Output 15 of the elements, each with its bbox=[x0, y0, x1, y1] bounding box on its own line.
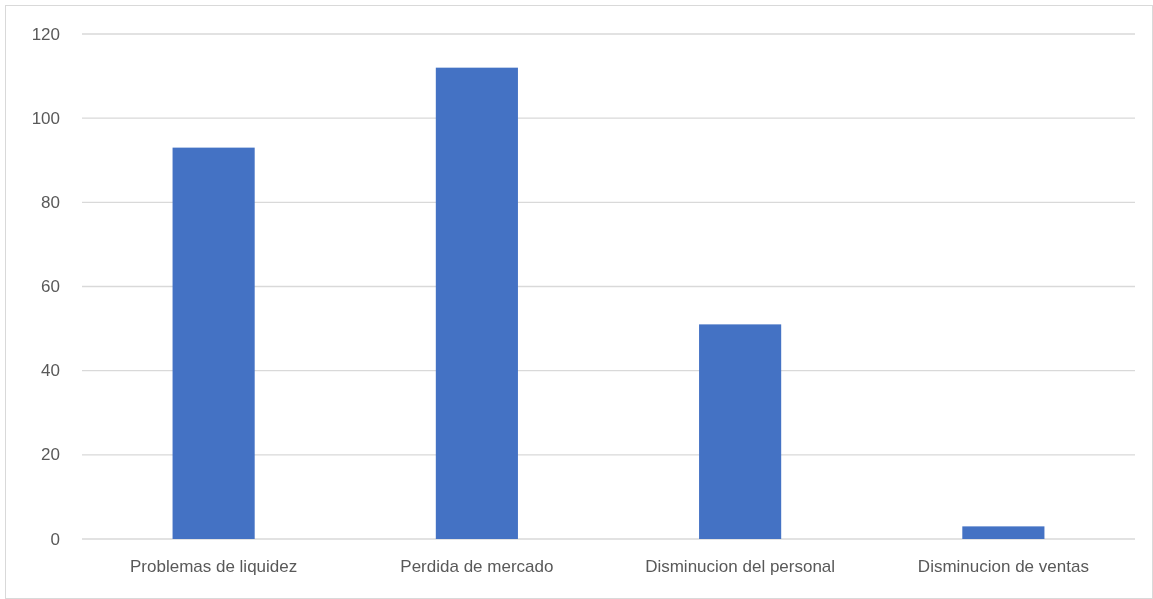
x-tick-label: Problemas de liquidez bbox=[129, 557, 298, 576]
x-tick-label: Disminucion de ventas bbox=[917, 557, 1089, 576]
y-tick-label: 100 bbox=[31, 108, 60, 128]
x-tick-label: Perdida de mercado bbox=[400, 557, 554, 576]
x-tick-label: Disminucion del personal bbox=[645, 557, 836, 576]
y-tick-label: 20 bbox=[41, 445, 60, 465]
y-tick-label: 60 bbox=[41, 277, 60, 296]
y-tick-label: 80 bbox=[41, 192, 60, 212]
bar bbox=[435, 67, 518, 539]
y-tick-label: 0 bbox=[50, 529, 60, 549]
bar bbox=[962, 526, 1045, 539]
y-tick-label: 120 bbox=[31, 24, 60, 44]
y-tick-label: 40 bbox=[41, 361, 60, 381]
bar bbox=[172, 147, 255, 539]
bar bbox=[699, 324, 782, 539]
